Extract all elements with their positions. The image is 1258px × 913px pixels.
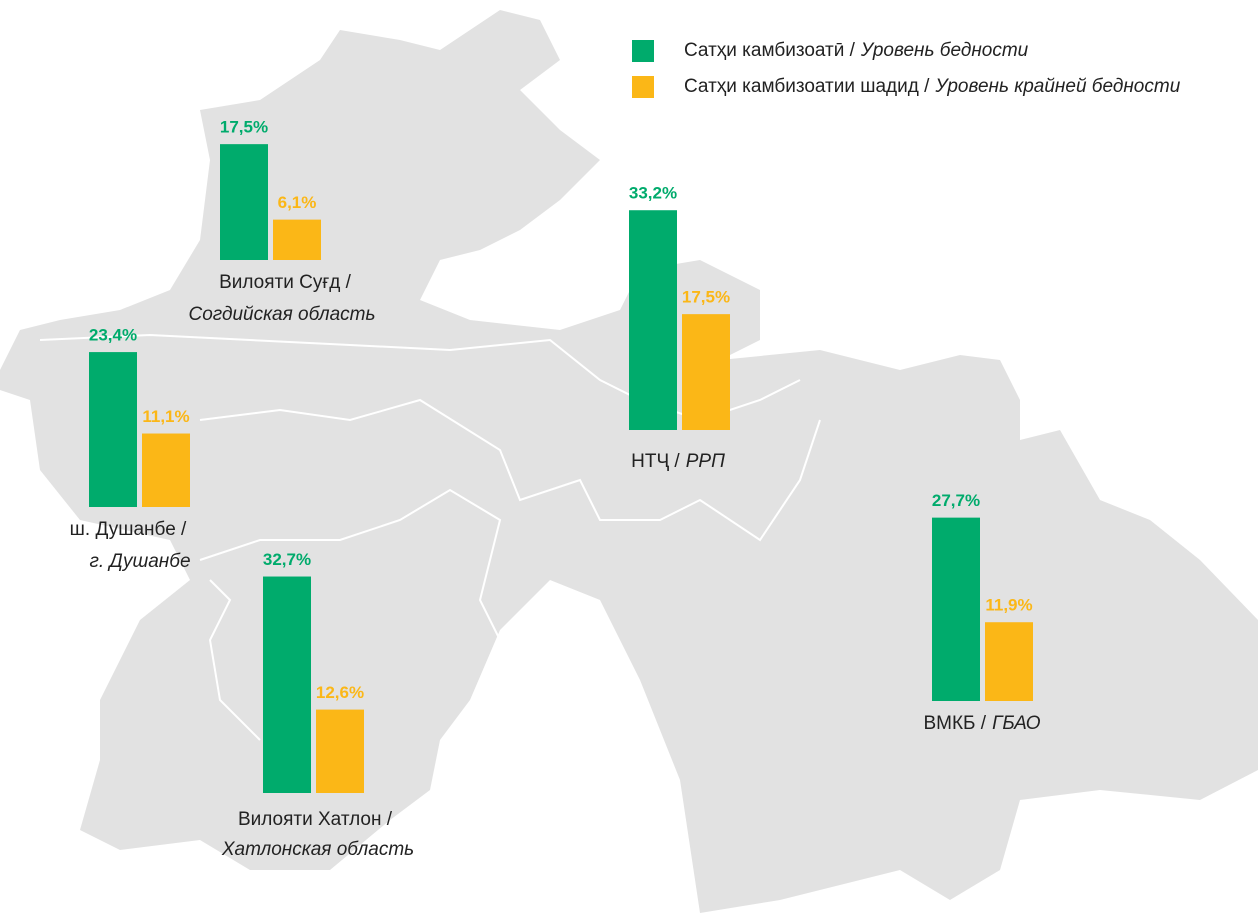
bar xyxy=(220,144,268,260)
region-border xyxy=(208,579,261,741)
value-label: 17,5% xyxy=(682,288,730,307)
legend: Сатҳи камбизоатӣ / Уровень бедностиСатҳи … xyxy=(632,40,1181,98)
region-border xyxy=(199,398,821,542)
region-name: Вилояти Суғд / xyxy=(219,272,352,293)
legend-label: Сатҳи камбизоатӣ / Уровень бедности xyxy=(684,40,1029,61)
value-label: 27,7% xyxy=(932,491,980,510)
legend-swatch xyxy=(632,76,654,98)
region-name-italic: РРП xyxy=(686,451,725,472)
bar xyxy=(932,517,980,701)
bars: 17,5% 6,1% Вилояти Суғд / Согдийская област… xyxy=(70,118,1041,860)
region-name-italic: Хатлонская область xyxy=(221,839,414,860)
region-name: НТҶ / xyxy=(631,451,680,472)
region-name: ш. Душанбе / xyxy=(70,519,187,540)
value-label: 23,4% xyxy=(89,326,137,345)
value-label: 17,5% xyxy=(220,118,268,137)
legend-label: Сатҳи камбизоатии шадид / Уровень крайней… xyxy=(684,76,1181,97)
legend-text: Сатҳи камбизоатӣ / xyxy=(684,40,856,61)
region-label: НТҶ / РРП xyxy=(631,451,725,472)
value-label: 32,7% xyxy=(263,550,311,569)
bar xyxy=(629,210,677,430)
region-name: ВМКБ / xyxy=(923,713,986,734)
bar xyxy=(682,314,730,430)
value-label: 12,6% xyxy=(316,683,364,702)
region-name-italic: ГБАО xyxy=(992,713,1041,734)
legend-italic: Уровень крайней бедности xyxy=(934,76,1180,97)
bar xyxy=(263,576,311,793)
region-border xyxy=(199,488,502,641)
bar xyxy=(142,433,190,507)
value-label: 11,9% xyxy=(985,596,1032,615)
legend-italic: Уровень бедности xyxy=(860,40,1029,61)
region-label: ВМКБ / ГБАО xyxy=(923,713,1040,734)
bar xyxy=(316,709,364,793)
region-name-italic: Согдийская область xyxy=(189,304,376,325)
value-label: 33,2% xyxy=(629,184,677,203)
bar xyxy=(273,219,321,260)
legend-text: Сатҳи камбизоатии шадид / xyxy=(684,76,930,97)
bar xyxy=(985,622,1033,701)
region-name-italic: г. Душанбе xyxy=(89,551,190,572)
value-label: 11,1% xyxy=(142,407,189,426)
legend-swatch xyxy=(632,40,654,62)
value-label: 6,1% xyxy=(278,193,317,212)
bar xyxy=(89,352,137,507)
region-name: Вилояти Хатлон / xyxy=(238,809,393,830)
